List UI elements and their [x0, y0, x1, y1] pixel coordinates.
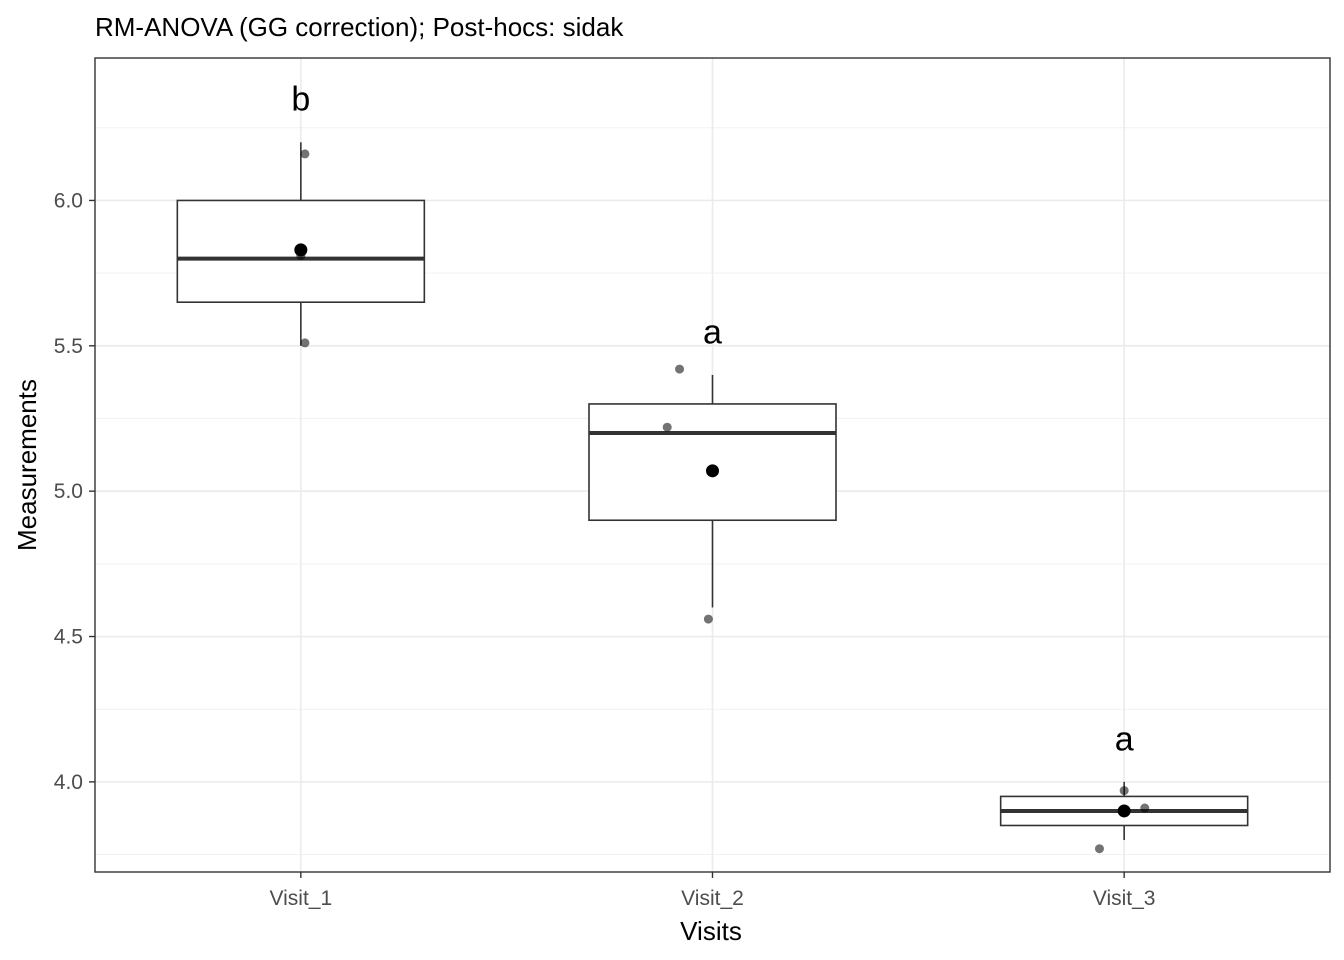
y-tick-label: 5.5 [54, 335, 83, 358]
data-point [703, 614, 713, 624]
y-tick-label: 6.0 [54, 189, 83, 212]
mean-point [294, 243, 308, 257]
chart-title: RM-ANOVA (GG correction); Post-hocs: sid… [95, 12, 624, 42]
box [588, 403, 837, 522]
x-axis-title: Visits [680, 916, 742, 946]
y-tick-label: 4.0 [54, 771, 83, 794]
x-tick-label: Visit_2 [681, 887, 744, 910]
mean-markers [294, 243, 1131, 818]
data-point [1094, 844, 1104, 854]
data-point [300, 338, 310, 348]
y-tick-label: 4.5 [54, 626, 83, 649]
significance-letter: a [1115, 720, 1134, 758]
data-point [1140, 803, 1150, 813]
mean-point [706, 464, 719, 478]
y-axis-title: Measurements [12, 379, 42, 551]
data-point [662, 422, 672, 432]
boxes [176, 142, 1249, 841]
data-point [675, 364, 685, 374]
y-tick-label: 5.0 [54, 480, 83, 503]
data-point [1119, 786, 1129, 796]
x-tick-label: Visit_1 [270, 887, 333, 910]
y-axis: 4.0 4.5 5.0 5.5 6.0 [54, 189, 95, 794]
data-point [300, 149, 310, 159]
significance-letters: b a a [291, 81, 1133, 759]
mean-point [1117, 804, 1131, 818]
significance-letter: b [291, 81, 310, 119]
significance-letter: a [703, 313, 722, 351]
x-axis: Visit_1 Visit_2 Visit_3 [270, 872, 1156, 910]
x-tick-label: Visit_3 [1093, 887, 1156, 910]
